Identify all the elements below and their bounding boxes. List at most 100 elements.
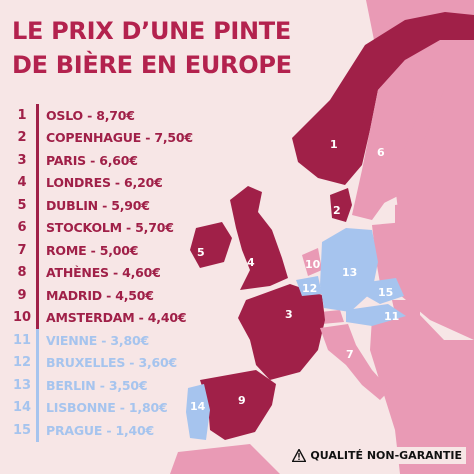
map-switzerland-hungary (320, 300, 420, 324)
ranking-item: 8 ATHÈNES - 4,60€ (8, 261, 208, 284)
ranking-divider (36, 284, 39, 307)
ranking-label: AMSTERDAM - 4,40€ (46, 310, 187, 326)
map-label-denmark: 2 (333, 204, 341, 217)
page-title: LE PRIX D’UNE PINTE DE BIÈRE EN EUROPE (12, 14, 292, 82)
ranking-divider (36, 329, 39, 352)
ranking-item: 3 PARIS - 6,60€ (8, 149, 208, 172)
map-label-france: 3 (285, 308, 293, 321)
ranking-label: STOCKOLM - 5,70€ (46, 220, 174, 236)
ranking-label: OSLO - 8,70€ (46, 107, 135, 123)
map-label-sweden: 6 (377, 146, 385, 159)
ranking-item: 9 MADRID - 4,50€ (8, 284, 208, 307)
map-label-italy: 7 (346, 348, 354, 361)
map-spain (200, 370, 276, 440)
ranking-label: BRUXELLES - 3,60€ (46, 355, 177, 371)
map-balkans (370, 315, 474, 474)
map-belgium (296, 276, 322, 296)
map-label-austria: 11 (384, 310, 399, 323)
ranking-divider (36, 171, 39, 194)
map-italy (320, 324, 390, 400)
ranking-item: 5 DUBLIN - 5,90€ (8, 194, 208, 217)
map-label-belgium: 12 (302, 282, 317, 295)
ranking-divider (36, 149, 39, 172)
ranking-divider (36, 194, 39, 217)
ranking-item: 13 BERLIN - 3,50€ (8, 374, 208, 397)
ranking-item: 14 LISBONNE - 1,80€ (8, 396, 208, 419)
disclaimer-badge: QUALITÉ NON-GARANTIE (288, 447, 466, 464)
price-ranking-list: 1 OSLO - 8,70€ 2 COPENHAGUE - 7,50€ 3 PARIS -… (8, 104, 208, 442)
map-sweden (352, 50, 430, 220)
ranking-item: 12 BRUXELLES - 3,60€ (8, 351, 208, 374)
ranking-label: COPENHAGUE - 7,50€ (46, 130, 193, 146)
ranking-number: 12 (12, 355, 32, 371)
ranking-divider (36, 396, 39, 419)
ranking-number: 5 (17, 197, 27, 213)
map-eastern-europe (392, 60, 474, 230)
ranking-item: 1 OSLO - 8,70€ (8, 104, 208, 127)
ranking-divider (36, 126, 39, 149)
ranking-item: 11 VIENNE - 3,80€ (8, 329, 208, 352)
map-norway (292, 12, 474, 185)
map-ireland (190, 222, 232, 268)
ranking-label: ROME - 5,00€ (46, 242, 139, 258)
disclaimer-text: QUALITÉ NON-GARANTIE (310, 449, 462, 462)
ranking-label: LISBONNE - 1,80€ (46, 400, 168, 416)
warning-icon (292, 449, 307, 462)
map-germany (320, 228, 378, 312)
ranking-item: 15 PRAGUE - 1,40€ (8, 419, 208, 442)
ranking-divider (36, 216, 39, 239)
map-label-uk: 4 (247, 256, 255, 269)
ranking-number: 4 (17, 175, 27, 191)
ranking-divider (36, 419, 39, 442)
map-morocco (170, 444, 280, 474)
ranking-number: 1 (17, 107, 27, 123)
map-austria (346, 304, 406, 326)
map-label-spain: 9 (238, 394, 246, 407)
map-poland (372, 222, 412, 285)
map-label-germany: 13 (342, 266, 357, 279)
title-line-1: LE PRIX D’UNE PINTE (12, 17, 291, 45)
ranking-divider (36, 104, 39, 127)
map-netherlands (302, 248, 322, 276)
map-label-czechia: 15 (378, 286, 393, 299)
ranking-number: 7 (17, 242, 27, 258)
map-france (238, 284, 325, 380)
ranking-item: 7 ROME - 5,00€ (8, 239, 208, 262)
ranking-divider (36, 239, 39, 262)
ranking-number: 3 (17, 152, 27, 168)
title-line-2: DE BIÈRE EN EUROPE (12, 51, 292, 79)
ranking-divider (36, 351, 39, 374)
ranking-number: 8 (17, 265, 27, 281)
ranking-item: 10 AMSTERDAM - 4,40€ (8, 306, 208, 329)
map-denmark (330, 188, 352, 222)
ranking-item: 6 STOCKOLM - 5,70€ (8, 216, 208, 239)
map-uk (230, 186, 288, 290)
map-czechia (366, 278, 404, 304)
ranking-number: 14 (12, 400, 32, 416)
ranking-label: LONDRES - 6,20€ (46, 175, 163, 191)
ranking-item: 4 LONDRES - 6,20€ (8, 171, 208, 194)
ranking-label: ATHÈNES - 4,60€ (46, 265, 161, 281)
ranking-label: BERLIN - 3,50€ (46, 377, 148, 393)
ranking-number: 11 (12, 332, 32, 348)
ranking-item: 2 COPENHAGUE - 7,50€ (8, 126, 208, 149)
ranking-number: 9 (17, 287, 27, 303)
ranking-divider (36, 261, 39, 284)
ranking-number: 6 (17, 220, 27, 236)
map-label-portugal: 14 (190, 400, 206, 413)
ranking-label: MADRID - 4,50€ (46, 287, 154, 303)
ranking-number: 2 (17, 130, 27, 146)
map-label-norway: 1 (330, 138, 338, 151)
ranking-number: 15 (12, 422, 32, 438)
map-label-ireland: 5 (197, 246, 205, 259)
ranking-label: DUBLIN - 5,90€ (46, 197, 150, 213)
ranking-divider (36, 306, 39, 329)
ranking-number: 10 (12, 310, 32, 326)
map-portugal (186, 384, 210, 440)
ranking-label: VIENNE - 3,80€ (46, 332, 149, 348)
ranking-divider (36, 374, 39, 397)
ranking-label: PARIS - 6,60€ (46, 152, 138, 168)
ranking-number: 13 (12, 377, 32, 393)
ranking-label: PRAGUE - 1,40€ (46, 422, 155, 438)
